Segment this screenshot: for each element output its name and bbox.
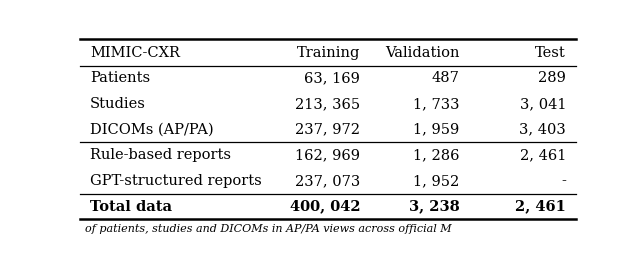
Text: Rule-based reports: Rule-based reports [90,148,231,162]
Text: 1, 733: 1, 733 [413,97,460,111]
Text: GPT-structured reports: GPT-structured reports [90,174,262,188]
Text: of patients, studies and DICOMs in AP/PA views across official M: of patients, studies and DICOMs in AP/PA… [85,224,452,234]
Text: Validation: Validation [385,46,460,60]
Text: 213, 365: 213, 365 [295,97,360,111]
Text: 2, 461: 2, 461 [515,200,566,214]
Text: 1, 286: 1, 286 [413,148,460,162]
Text: 162, 969: 162, 969 [295,148,360,162]
Text: DICOMs (AP/PA): DICOMs (AP/PA) [90,123,214,137]
Text: 237, 073: 237, 073 [295,174,360,188]
Text: 237, 972: 237, 972 [295,123,360,137]
Text: Total data: Total data [90,200,172,214]
Text: 487: 487 [431,71,460,85]
Text: Training: Training [297,46,360,60]
Text: 3, 403: 3, 403 [519,123,566,137]
Text: -: - [561,174,566,188]
Text: 63, 169: 63, 169 [305,71,360,85]
Text: Studies: Studies [90,97,146,111]
Text: 3, 238: 3, 238 [409,200,460,214]
Text: Test: Test [535,46,566,60]
Text: Patients: Patients [90,71,150,85]
Text: 2, 461: 2, 461 [520,148,566,162]
Text: MIMIC-CXR: MIMIC-CXR [90,46,180,60]
Text: 289: 289 [538,71,566,85]
Text: 1, 952: 1, 952 [413,174,460,188]
Text: 1, 959: 1, 959 [413,123,460,137]
Text: 3, 041: 3, 041 [520,97,566,111]
Text: 400, 042: 400, 042 [290,200,360,214]
